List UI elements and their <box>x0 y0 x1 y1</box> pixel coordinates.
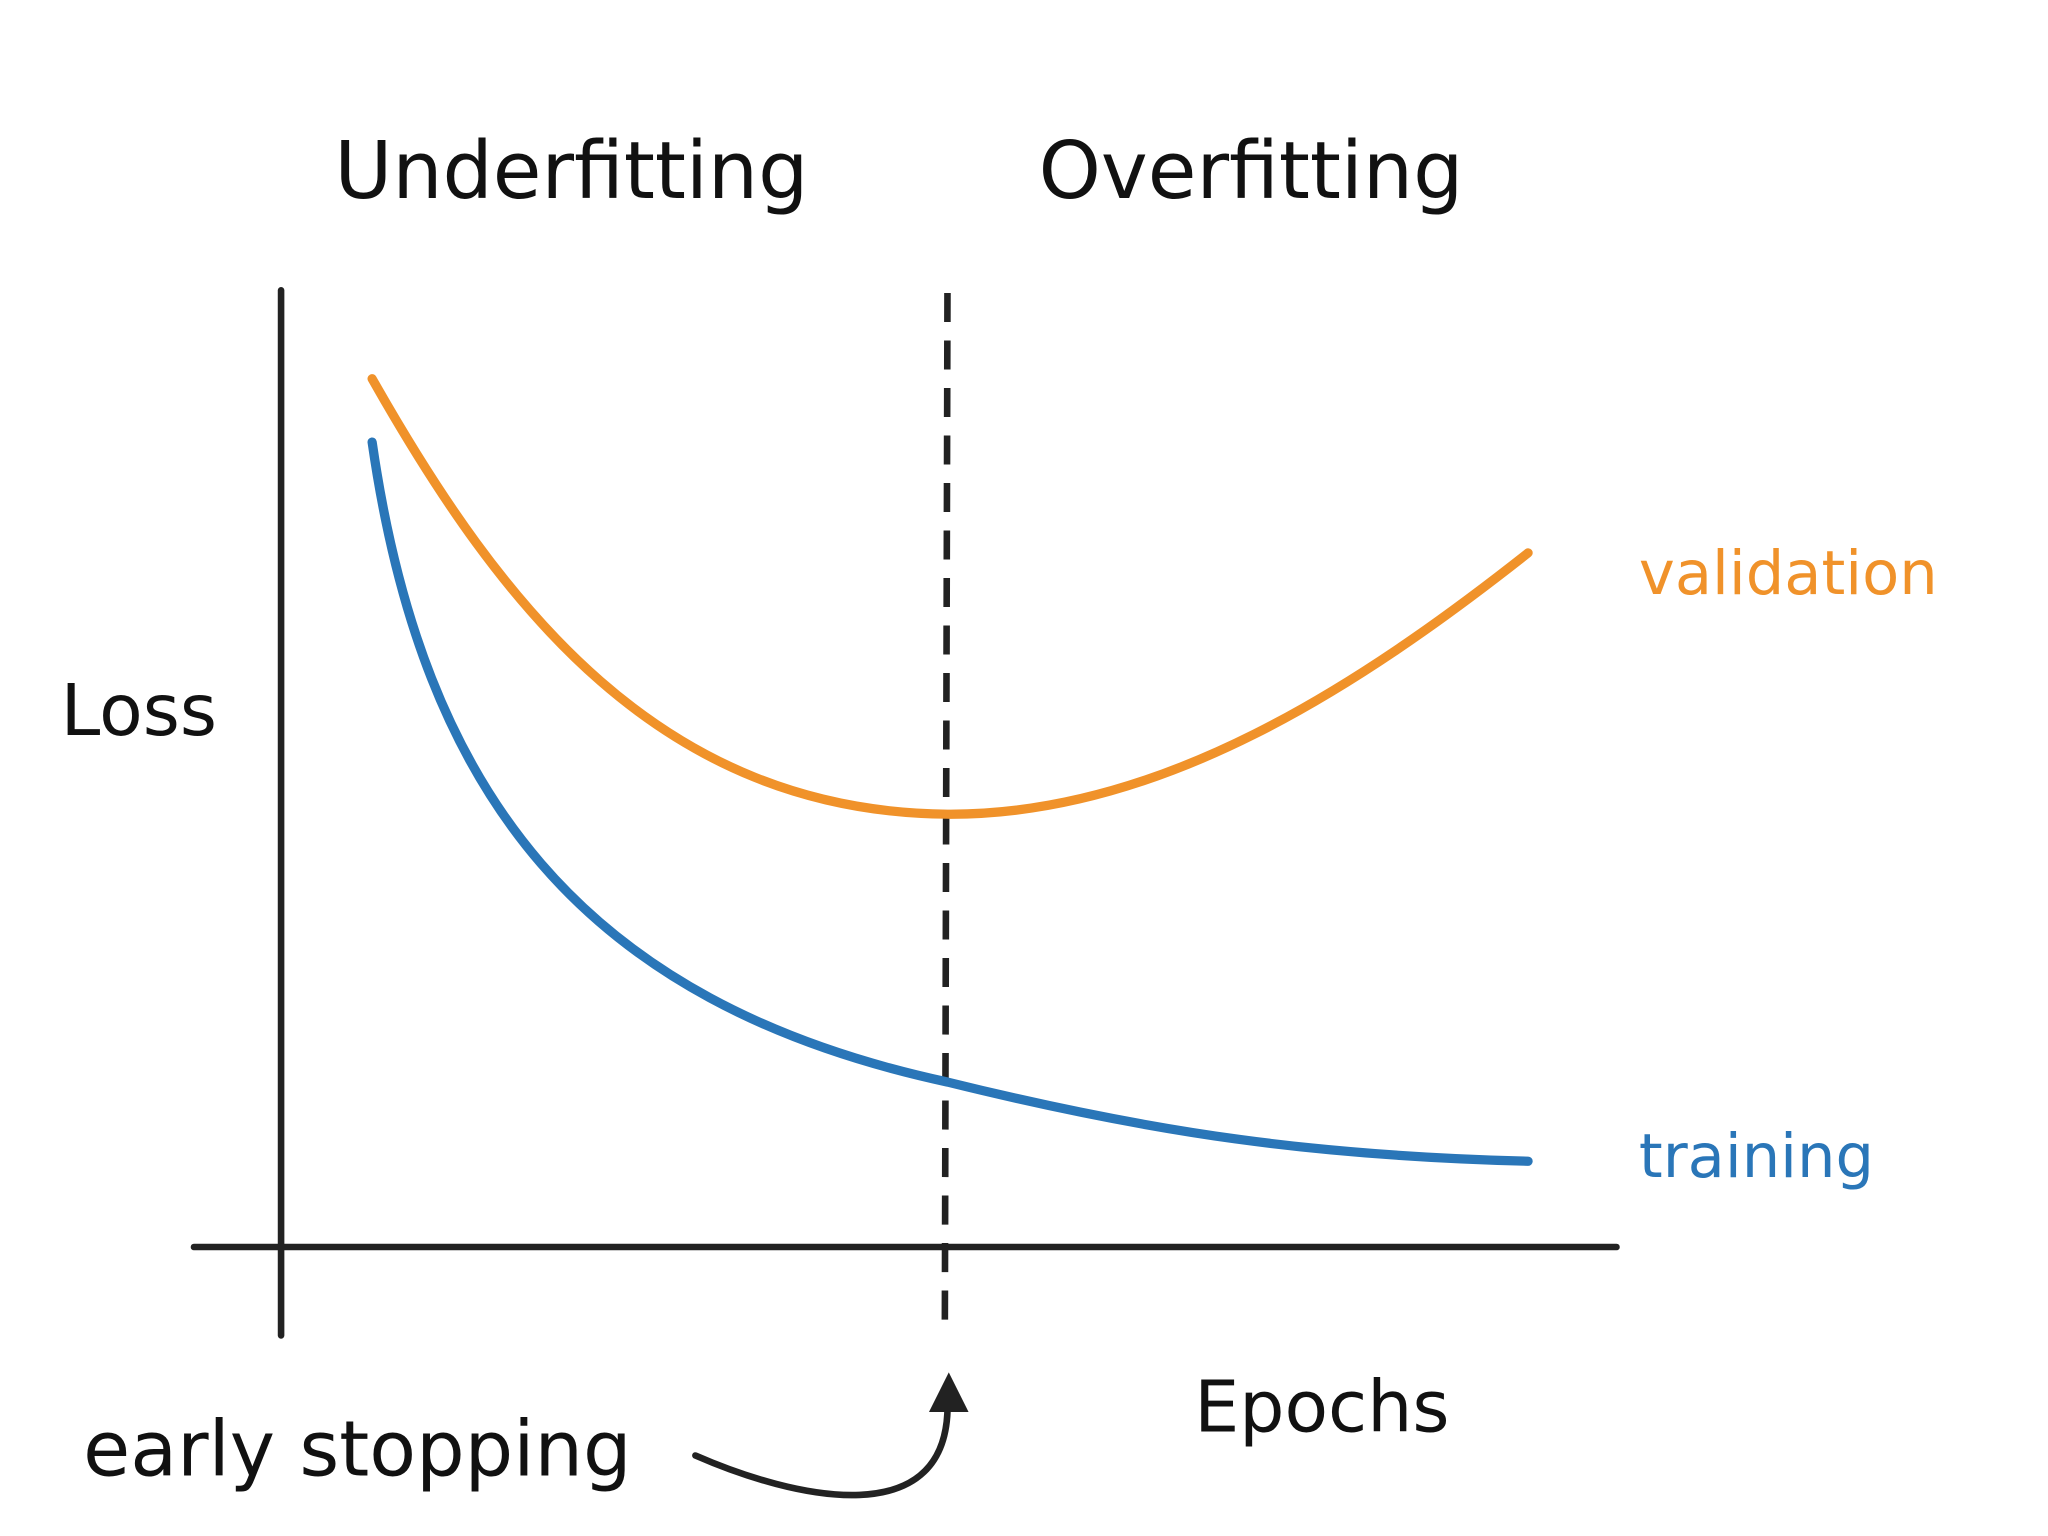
arrow-head <box>928 1372 969 1412</box>
validation-curve <box>367 374 1533 819</box>
curve-label: training <box>1639 1122 1874 1192</box>
region-label: Underfitting <box>334 125 808 217</box>
training-curve <box>367 437 1533 1166</box>
x-axis-label: Epochs <box>1194 1366 1449 1449</box>
annotation: early stopping <box>83 1405 631 1494</box>
early-stop-line <box>941 292 951 1333</box>
y-axis-label: Loss <box>61 669 217 752</box>
region-label: Overfitting <box>1039 125 1464 217</box>
annotation-arrow <box>692 1395 951 1499</box>
curve-label: validation <box>1639 539 1938 609</box>
